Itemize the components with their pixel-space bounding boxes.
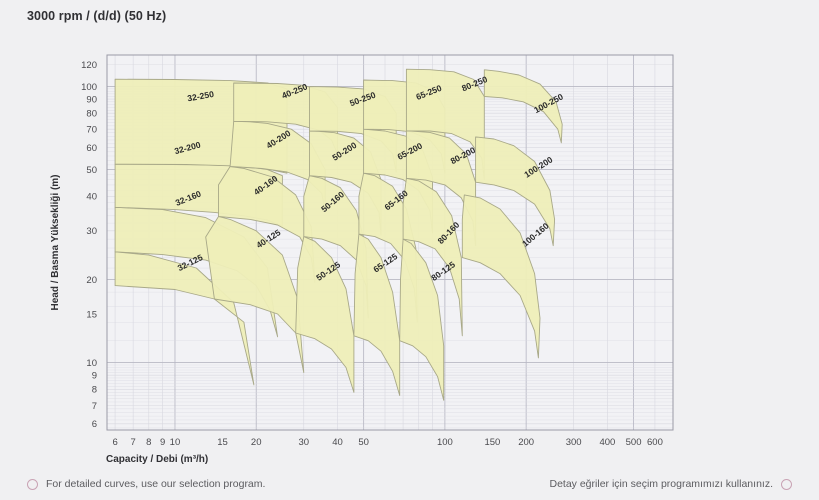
x-tick-20: 20 <box>251 437 262 448</box>
pump-envelope-32-125[interactable] <box>114 251 255 386</box>
pump-label-32-250: 32-250 <box>187 89 215 104</box>
x-tick-30: 30 <box>298 437 309 448</box>
x-tick-8: 8 <box>146 437 151 448</box>
y-tick-90: 90 <box>86 94 97 105</box>
y-tick-7: 7 <box>92 401 97 412</box>
x-tick-500: 500 <box>626 437 642 448</box>
y-tick-120: 120 <box>81 60 97 71</box>
x-tick-40: 40 <box>332 437 343 448</box>
circle-outline-icon <box>781 478 792 490</box>
circle-outline-icon <box>27 478 38 490</box>
pump-envelope-100-250[interactable] <box>483 69 563 144</box>
x-tick-7: 7 <box>131 437 136 448</box>
y-tick-6: 6 <box>92 419 97 430</box>
footer-note-english: For detailed curves, use our selection p… <box>27 478 265 490</box>
y-tick-9: 9 <box>92 371 97 382</box>
page-title: 3000 rpm / (d/d) (50 Hz) <box>27 9 167 23</box>
x-tick-10: 10 <box>170 437 181 448</box>
x-axis-title: Capacity / Debi (m³/h) <box>106 454 208 465</box>
y-tick-80: 80 <box>86 109 97 120</box>
y-tick-30: 30 <box>86 226 97 237</box>
x-tick-15: 15 <box>217 437 228 448</box>
pump-envelope-100-160[interactable] <box>461 194 541 359</box>
pump-envelopes <box>114 68 563 401</box>
y-tick-40: 40 <box>86 192 97 203</box>
pump-envelope-80-125[interactable] <box>399 238 445 401</box>
x-tick-50: 50 <box>358 437 369 448</box>
x-tick-200: 200 <box>518 437 534 448</box>
x-tick-600: 600 <box>647 437 663 448</box>
y-tick-8: 8 <box>92 385 97 396</box>
footer-right-text: Detay eğriler için seçim programımızı ku… <box>549 478 774 490</box>
y-tick-20: 20 <box>86 275 97 286</box>
y-tick-15: 15 <box>86 309 97 320</box>
x-axis-ticks: 6 7 8 9 10 15 20 30 40 50 100 150 200 300 400 500 600 <box>112 437 662 448</box>
pump-envelope-65-125[interactable] <box>353 233 401 396</box>
plot-border <box>106 54 674 431</box>
y-tick-70: 70 <box>86 125 97 136</box>
x-tick-400: 400 <box>599 437 615 448</box>
y-tick-60: 60 <box>86 143 97 154</box>
y-tick-50: 50 <box>86 165 97 176</box>
x-tick-9: 9 <box>160 437 165 448</box>
pump-envelope-40-125[interactable] <box>205 216 305 374</box>
pump-envelope-100-200[interactable] <box>475 136 556 247</box>
x-tick-150: 150 <box>484 437 500 448</box>
y-tick-100: 100 <box>81 82 97 93</box>
x-tick-6: 6 <box>112 437 117 448</box>
pump-envelope-50-125[interactable] <box>295 236 355 393</box>
y-axis-title: Head / Basma Yüksekliği (m) <box>50 175 61 311</box>
footer-left-text: For detailed curves, use our selection p… <box>46 478 266 490</box>
x-tick-300: 300 <box>566 437 582 448</box>
footer-note-turkish: Detay eğriler için seçim programımızı ku… <box>549 478 792 490</box>
x-tick-100: 100 <box>437 437 453 448</box>
grid-fine <box>107 64 673 429</box>
y-tick-10: 10 <box>86 358 97 369</box>
